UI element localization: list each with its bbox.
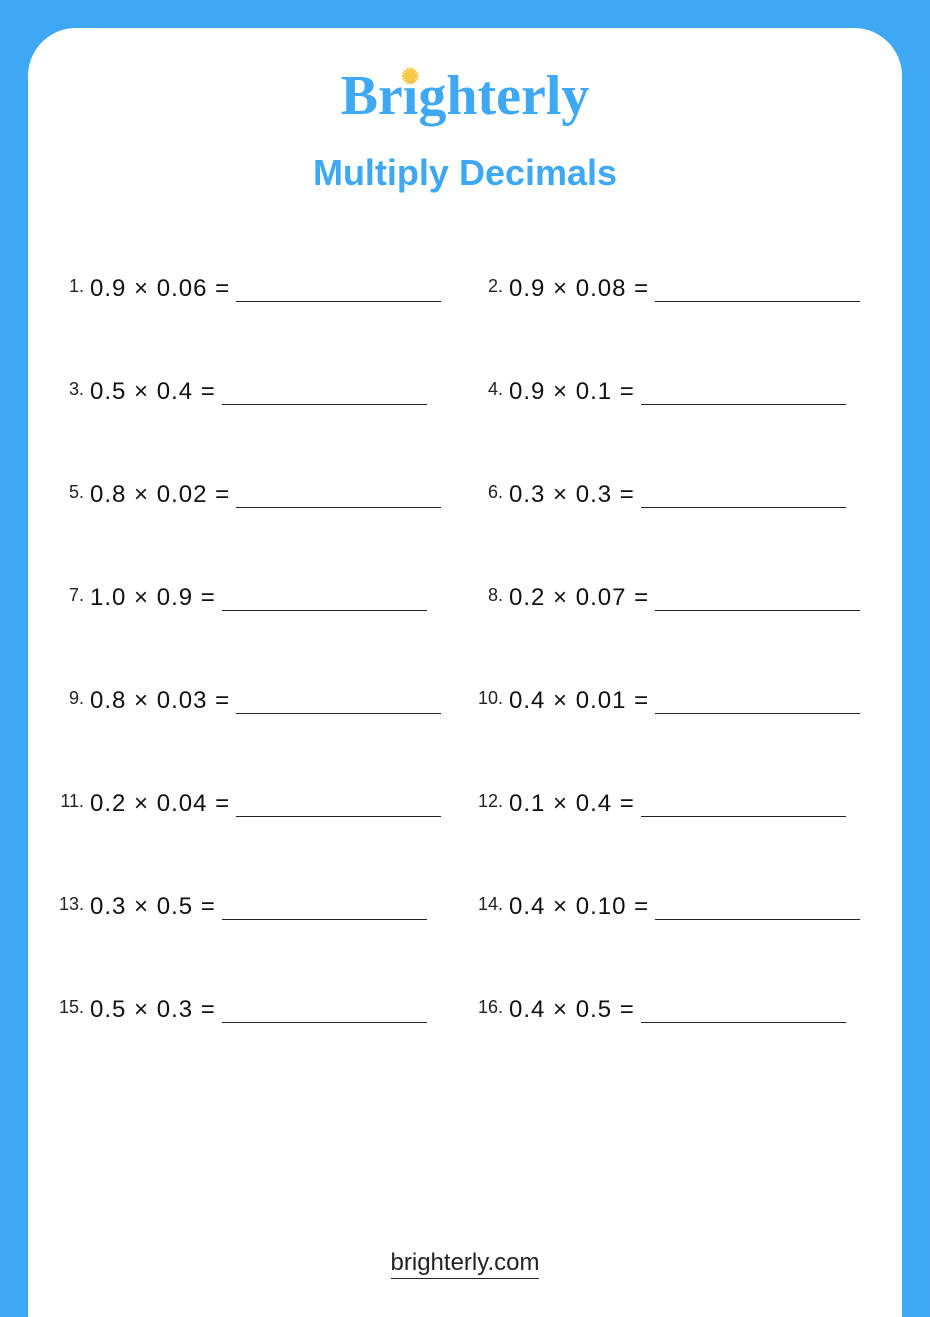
problem-number: 6. xyxy=(475,482,509,503)
answer-blank[interactable] xyxy=(222,383,427,405)
brand-logo: ✺ Brighterly xyxy=(28,68,902,124)
problem-row: 5.0.8 × 0.02 = xyxy=(56,480,455,509)
problem-row: 13.0.3 × 0.5 = xyxy=(56,892,455,921)
problem-number: 4. xyxy=(475,379,509,400)
answer-blank[interactable] xyxy=(641,795,846,817)
answer-blank[interactable] xyxy=(655,589,860,611)
problem-equation: 0.4 × 0.5 = xyxy=(509,996,635,1024)
problem-number: 7. xyxy=(56,585,90,606)
problem-equation: 0.1 × 0.4 = xyxy=(509,790,635,818)
problem-number: 11. xyxy=(56,791,90,812)
problem-number: 2. xyxy=(475,276,509,297)
problem-equation: 0.8 × 0.02 = xyxy=(90,481,230,509)
problem-equation: 0.9 × 0.06 = xyxy=(90,275,230,303)
problem-equation: 1.0 × 0.9 = xyxy=(90,584,216,612)
footer: brighterly.com xyxy=(28,1249,902,1277)
problem-equation: 0.4 × 0.10 = xyxy=(509,893,649,921)
problem-equation: 0.3 × 0.5 = xyxy=(90,893,216,921)
problem-row: 10.0.4 × 0.01 = xyxy=(475,686,874,715)
problem-number: 15. xyxy=(56,997,90,1018)
problem-row: 4.0.9 × 0.1 = xyxy=(475,377,874,406)
problem-number: 5. xyxy=(56,482,90,503)
problem-row: 9.0.8 × 0.03 = xyxy=(56,686,455,715)
problem-number: 16. xyxy=(475,997,509,1018)
problem-equation: 0.9 × 0.08 = xyxy=(509,275,649,303)
problem-equation: 0.5 × 0.3 = xyxy=(90,996,216,1024)
problem-number: 13. xyxy=(56,894,90,915)
worksheet-page: ✺ Brighterly Multiply Decimals 1.0.9 × 0… xyxy=(28,28,902,1317)
brand-text: Brighterly xyxy=(341,65,590,127)
answer-blank[interactable] xyxy=(641,486,846,508)
problem-equation: 0.3 × 0.3 = xyxy=(509,481,635,509)
problem-equation: 0.2 × 0.04 = xyxy=(90,790,230,818)
answer-blank[interactable] xyxy=(222,1001,427,1023)
answer-blank[interactable] xyxy=(236,486,441,508)
footer-link[interactable]: brighterly.com xyxy=(391,1249,540,1279)
problem-equation: 0.8 × 0.03 = xyxy=(90,687,230,715)
problem-row: 7.1.0 × 0.9 = xyxy=(56,583,455,612)
answer-blank[interactable] xyxy=(641,1001,846,1023)
problem-equation: 0.9 × 0.1 = xyxy=(509,378,635,406)
answer-blank[interactable] xyxy=(222,898,427,920)
problem-grid: 1.0.9 × 0.06 = 2.0.9 × 0.08 = 3.0.5 × 0.… xyxy=(28,274,902,1024)
problem-number: 3. xyxy=(56,379,90,400)
problem-equation: 0.2 × 0.07 = xyxy=(509,584,649,612)
problem-number: 8. xyxy=(475,585,509,606)
answer-blank[interactable] xyxy=(236,280,441,302)
problem-number: 9. xyxy=(56,688,90,709)
problem-row: 3.0.5 × 0.4 = xyxy=(56,377,455,406)
problem-row: 2.0.9 × 0.08 = xyxy=(475,274,874,303)
sun-icon: ✺ xyxy=(401,66,419,88)
answer-blank[interactable] xyxy=(222,589,427,611)
problem-row: 12.0.1 × 0.4 = xyxy=(475,789,874,818)
answer-blank[interactable] xyxy=(655,898,860,920)
problem-row: 16.0.4 × 0.5 = xyxy=(475,995,874,1024)
answer-blank[interactable] xyxy=(236,692,441,714)
answer-blank[interactable] xyxy=(236,795,441,817)
problem-number: 12. xyxy=(475,791,509,812)
problem-equation: 0.5 × 0.4 = xyxy=(90,378,216,406)
answer-blank[interactable] xyxy=(655,280,860,302)
answer-blank[interactable] xyxy=(655,692,860,714)
problem-number: 10. xyxy=(475,688,509,709)
problem-equation: 0.4 × 0.01 = xyxy=(509,687,649,715)
problem-number: 14. xyxy=(475,894,509,915)
problem-row: 8.0.2 × 0.07 = xyxy=(475,583,874,612)
problem-number: 1. xyxy=(56,276,90,297)
problem-row: 14.0.4 × 0.10 = xyxy=(475,892,874,921)
answer-blank[interactable] xyxy=(641,383,846,405)
problem-row: 1.0.9 × 0.06 = xyxy=(56,274,455,303)
problem-row: 15.0.5 × 0.3 = xyxy=(56,995,455,1024)
problem-row: 6.0.3 × 0.3 = xyxy=(475,480,874,509)
page-title: Multiply Decimals xyxy=(28,152,902,194)
problem-row: 11.0.2 × 0.04 = xyxy=(56,789,455,818)
